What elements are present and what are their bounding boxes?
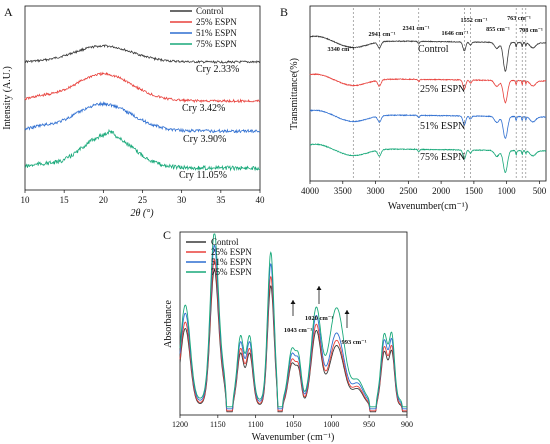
panel-label-b: B <box>280 5 288 19</box>
cry-label-51: Cry 3.90% <box>183 134 226 145</box>
b-annotation-5: 855 cm⁻¹ <box>486 26 510 33</box>
panel-b-frame <box>309 5 547 182</box>
panel-a-ticks: 10 15 20 25 30 35 40 <box>21 190 266 205</box>
panel-c-xlabel: Wavenumber (cm⁻¹) <box>252 432 335 443</box>
panel-a-ylabel: Intensity (A.U.) <box>2 66 13 130</box>
panel-label-c: C <box>163 228 171 242</box>
b-annotation-0: 3340 cm⁻¹ <box>328 46 355 53</box>
c-xtick-label-6: 900 <box>401 420 413 429</box>
a-xtick-label-4: 30 <box>177 195 187 205</box>
a-legend-label-3: 75% ESPN <box>196 39 237 49</box>
c-xtick-label-0: 1200 <box>172 420 188 429</box>
b-annotation-3: 1646 cm⁻¹ <box>442 30 469 37</box>
cry-label-25: Cry 3.42% <box>182 103 225 114</box>
a-legend-label-1: 25% ESPN <box>196 17 237 27</box>
c-legend-label-0: Control <box>211 237 239 247</box>
panel-b-ftir: 4000 3500 3000 2500 2000 1500 1000 500 3340 cm⁻… <box>289 5 547 212</box>
a-xtick-label-1: 15 <box>60 195 70 205</box>
c-xtick-label-2: 1100 <box>248 420 264 429</box>
xrd-series-0 <box>25 44 261 64</box>
b-xtick-label-0: 4000 <box>301 186 320 196</box>
c-xtick-label-3: 1050 <box>286 420 302 429</box>
c-xtick-label-4: 1000 <box>323 420 339 429</box>
b-series-label-25: 25% ESPN <box>420 84 465 95</box>
b-annotation-1: 2941 cm⁻¹ <box>369 31 396 38</box>
a-legend-label-2: 51% ESPN <box>196 28 237 38</box>
c-arrowhead-0 <box>290 300 296 304</box>
panel-c-annotations: 1043 cm⁻¹ 1020 cm⁻¹ 993 cm⁻¹ <box>284 286 367 346</box>
panel-c-ticks: 1200 1150 1100 1050 1000 950 900 <box>172 415 413 429</box>
panel-c-series <box>179 233 407 413</box>
b-xtick-label-4: 2000 <box>432 186 451 196</box>
a-xtick-label-3: 25 <box>138 195 148 205</box>
b-xtick-label-3: 2500 <box>399 186 418 196</box>
a-xtick-label-2: 20 <box>99 195 109 205</box>
c-xtick-label-5: 950 <box>363 420 375 429</box>
c-xtick-label-1: 1150 <box>210 420 226 429</box>
c-arrowhead-1 <box>316 286 322 290</box>
b-series-label-75: 75% ESPN <box>420 152 465 163</box>
a-xtick-label-0: 10 <box>21 195 31 205</box>
b-xtick-label-6: 1000 <box>498 186 517 196</box>
xrd-series-1 <box>24 71 261 104</box>
xrd-series-2 <box>24 101 261 134</box>
cry-label-control: Cry 2.33% <box>196 64 239 75</box>
b-annotation-2: 2341 cm⁻¹ <box>403 25 430 32</box>
c-annotation-0: 1043 cm⁻¹ <box>284 327 312 334</box>
b-xtick-label-7: 500 <box>533 186 547 196</box>
c-legend-label-1: 25% ESPN <box>211 247 252 257</box>
a-xtick-label-6: 40 <box>256 195 266 205</box>
b-annotation-4: 1552 cm⁻¹ <box>461 17 488 24</box>
panel-b-guides <box>352 8 527 178</box>
xrd-series-3 <box>24 128 261 172</box>
panel-b-annotations: 3340 cm⁻¹ 2941 cm⁻¹ 2341 cm⁻¹ 1646 cm⁻¹ 1552… <box>328 15 544 53</box>
b-series-label-control: Control <box>418 44 449 55</box>
a-legend-label-0: Control <box>196 6 224 16</box>
panel-b-xlabel: Wavenumber(cm⁻¹) <box>388 201 468 212</box>
c-legend-label-3: 75% ESPN <box>211 267 252 277</box>
b-xtick-label-1: 3500 <box>334 186 353 196</box>
b-series-label-51: 51% ESPN <box>420 121 465 132</box>
panel-b-ylabel: Transmittance(%) <box>289 58 300 130</box>
panel-b-ticks: 4000 3500 3000 2500 2000 1500 1000 500 <box>301 181 547 196</box>
panel-a-series <box>24 44 261 172</box>
c-legend-label-2: 51% ESPN <box>211 257 252 267</box>
panel-c-ylabel: Absorbance <box>163 300 174 348</box>
a-xtick-label-5: 35 <box>216 195 226 205</box>
b-annotation-7: 708 cm⁻¹ <box>519 27 543 34</box>
c-annotation-1: 1020 cm⁻¹ <box>305 315 333 322</box>
b-xtick-label-5: 1500 <box>465 186 484 196</box>
ftir-series-3 <box>309 143 547 173</box>
abs-series-3 <box>179 233 407 408</box>
panel-a-xlabel: 2θ (°) <box>130 208 154 219</box>
abs-series-0 <box>179 268 407 413</box>
ftir-series-0 <box>309 35 547 72</box>
ftir-series-1 <box>309 73 547 104</box>
panel-label-a: A <box>4 5 13 19</box>
c-arrowhead-2 <box>344 310 350 314</box>
ftir-series-2 <box>309 109 547 139</box>
panel-b-series <box>309 35 547 173</box>
c-annotation-2: 993 cm⁻¹ <box>341 339 366 346</box>
b-annotation-6: 763 cm⁻¹ <box>507 15 531 22</box>
abs-series-1 <box>179 258 407 412</box>
cry-label-75: Cry 11.05% <box>179 170 227 181</box>
b-xtick-label-2: 3000 <box>367 186 386 196</box>
